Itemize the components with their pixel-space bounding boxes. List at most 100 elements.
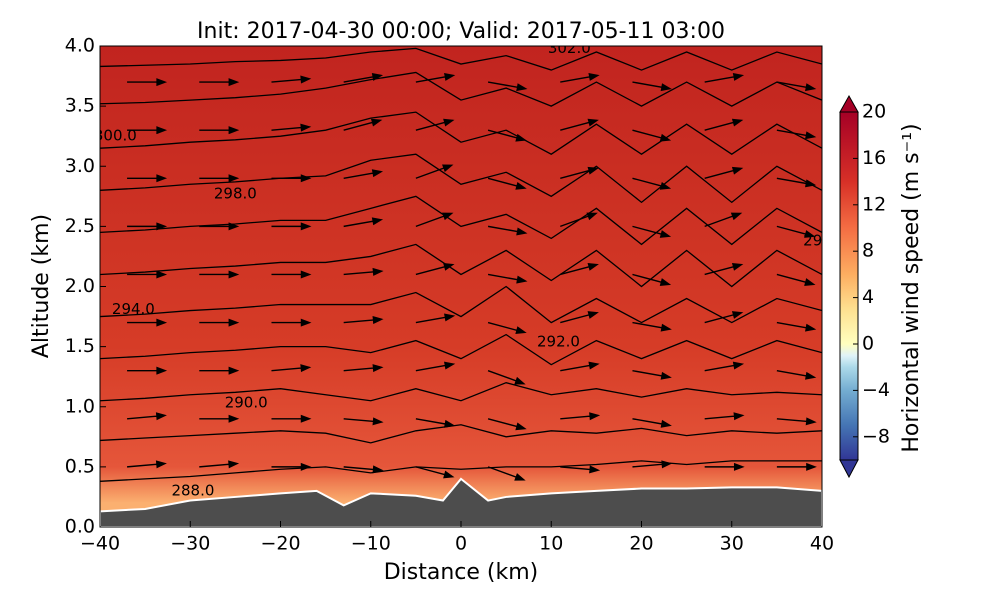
colorbar-tick-label: 16 (862, 147, 886, 169)
x-tick-label: −30 (170, 533, 210, 555)
y-tick-label: 1.0 (65, 395, 95, 417)
x-tick-label: −20 (260, 533, 300, 555)
contour-label: 294.0 (112, 300, 155, 318)
isentrope (100, 460, 822, 482)
colorbar-tick-label: 20 (862, 101, 886, 123)
colorbar-tick-label: 12 (862, 193, 886, 215)
x-tick-label: −10 (351, 533, 391, 555)
x-tick-label: 40 (810, 533, 834, 555)
wind-vector (415, 118, 455, 131)
chart-title: Init: 2017-04-30 00:00; Valid: 2017-05-1… (197, 19, 725, 44)
colorbar-tick-label: 0 (862, 333, 874, 355)
x-tick-label: 10 (539, 533, 563, 555)
colorbar-extend-top (839, 94, 859, 113)
wind-vector (343, 465, 384, 474)
wind-vector (704, 166, 744, 179)
plot-area: 300.0 298.0 294.0 290.0 288.0 292.0 302.0 296 (100, 46, 832, 527)
wind-vector (271, 222, 312, 231)
wind-vector (127, 222, 168, 231)
colorbar-tick-label: 8 (862, 240, 874, 262)
wind-vector (271, 270, 312, 279)
wind-vector (271, 75, 312, 84)
wind-vector (343, 267, 384, 276)
isentrope (100, 47, 822, 71)
x-tick-label: 30 (720, 533, 744, 555)
isentrope (100, 243, 822, 288)
wind-vector (704, 462, 745, 471)
contour-label: 288.0 (171, 481, 214, 499)
wind-vector (343, 73, 384, 83)
wind-vector (127, 270, 168, 279)
wind-vector (560, 118, 599, 131)
wind-vector (127, 174, 168, 183)
wind-vector (560, 166, 599, 179)
wind-vector (487, 81, 528, 92)
wind-vector (704, 311, 744, 324)
wind-vector (127, 126, 168, 135)
isentrope (100, 71, 822, 107)
y-tick-label: 2.0 (65, 275, 95, 297)
wind-vector (704, 263, 744, 276)
wind-vector (199, 222, 240, 231)
x-axis-label: Distance (km) (384, 560, 539, 585)
wind-vector (199, 174, 240, 183)
colorbar-frame (839, 111, 859, 461)
wind-vector (560, 311, 599, 324)
wind-vector (487, 129, 527, 142)
x-tick-label: −40 (80, 533, 120, 555)
wind-vector (776, 177, 817, 188)
wind-vector (271, 318, 312, 327)
contour-label: 290.0 (225, 394, 268, 412)
wind-vector (632, 129, 672, 142)
terrain (100, 477, 822, 527)
wind-vector (560, 412, 601, 421)
y-tick-label: 1.5 (65, 335, 95, 357)
wind-vector (632, 321, 672, 332)
wind-vector (343, 169, 384, 179)
wind-vector (704, 118, 744, 131)
isentrope (100, 382, 822, 402)
wind-vector (487, 321, 527, 335)
wind-vector (560, 212, 598, 228)
contour-label: 296 (803, 231, 832, 249)
wind-vector (776, 225, 816, 238)
wind-vector (487, 418, 527, 431)
isentrope (100, 111, 822, 156)
wind-vector (487, 225, 528, 236)
wind-vector (632, 369, 672, 380)
wind-vector (343, 316, 384, 325)
x-tick-label: 20 (629, 533, 653, 555)
wind-vector (632, 460, 673, 469)
wind-vector (776, 417, 817, 426)
wind-vector (271, 123, 312, 132)
y-tick-label: 0.5 (65, 455, 95, 477)
wind-vector (415, 466, 455, 479)
wind-vector (199, 414, 240, 423)
wind-vector (127, 366, 168, 375)
wind-vector (487, 177, 527, 190)
wind-vector (704, 361, 745, 372)
wind-vector (704, 412, 745, 421)
wind-vector (415, 164, 454, 179)
wind-vector (127, 412, 167, 421)
isentrope (100, 424, 822, 444)
wind-vector (127, 460, 167, 469)
wind-vector (343, 417, 384, 426)
wind-vector (632, 177, 672, 190)
wind-vector (776, 462, 817, 471)
y-tick-label: 3.0 (65, 155, 95, 177)
axes: −40 −30 −20 −10 0 10 20 30 400.00.51.01.52.02.53… (65, 35, 890, 555)
wind-vector (415, 212, 454, 228)
wind-vector (127, 318, 168, 327)
colorbar (840, 112, 858, 460)
wind-vector (776, 273, 816, 286)
wind-vector (776, 81, 817, 92)
wind-vector (343, 217, 384, 228)
wind-vector (415, 73, 456, 83)
isentrope (100, 153, 822, 204)
y-tick-label: 0.0 (65, 516, 95, 538)
wind-vector (632, 81, 672, 92)
wind-vector (271, 414, 312, 423)
wind-vector (632, 418, 672, 428)
